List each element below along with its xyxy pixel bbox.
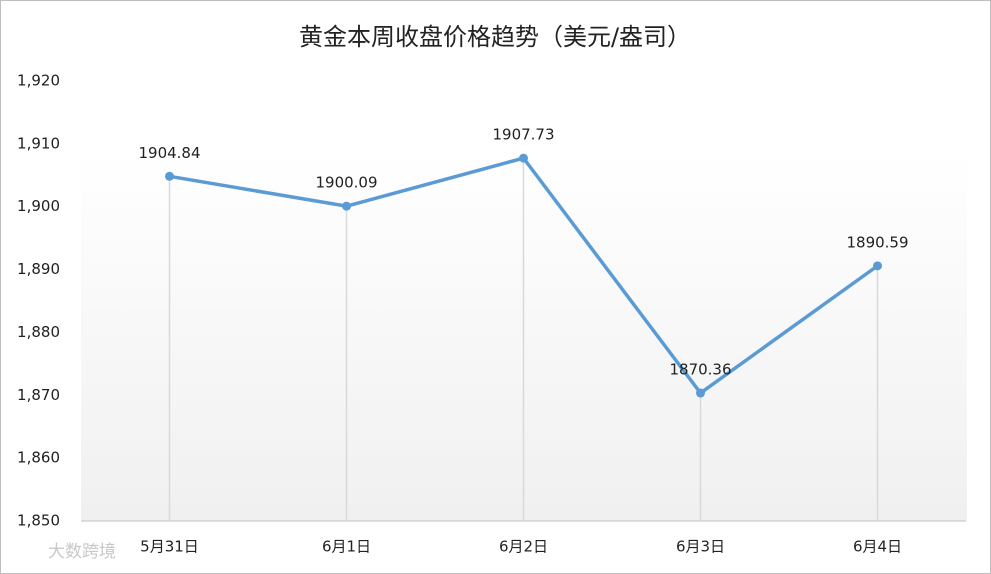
x-tick-label: 6月3日 [676,538,725,556]
y-tick-label: 1,850 [17,512,60,530]
data-label: 1907.73 [492,126,554,144]
point [873,261,882,271]
y-tick-label: 1,860 [17,449,60,467]
y-tick-label: 1,920 [17,72,60,90]
point [165,171,174,181]
data-label: 1904.84 [138,144,200,162]
data-label: 1900.09 [315,174,377,192]
watermark: 大数跨境 [48,542,116,562]
x-tick-label: 6月1日 [322,538,371,556]
data-label: 1890.59 [846,233,908,251]
y-tick-label: 1,880 [17,323,60,341]
point [696,388,705,398]
chart-title: 黄金本周收盘价格趋势（美元/盎司） [299,23,691,51]
data-label: 1870.36 [669,361,731,379]
point [519,153,528,163]
y-tick-label: 1,870 [17,386,60,404]
x-tick-label: 6月4日 [853,538,902,556]
x-tick-label: 6月2日 [499,538,548,556]
y-tick-label: 1,900 [17,197,60,215]
y-tick-label: 1,910 [17,134,60,152]
point [342,201,351,211]
x-tick-label: 5月31日 [140,538,199,556]
y-tick-label: 1,890 [17,260,60,278]
